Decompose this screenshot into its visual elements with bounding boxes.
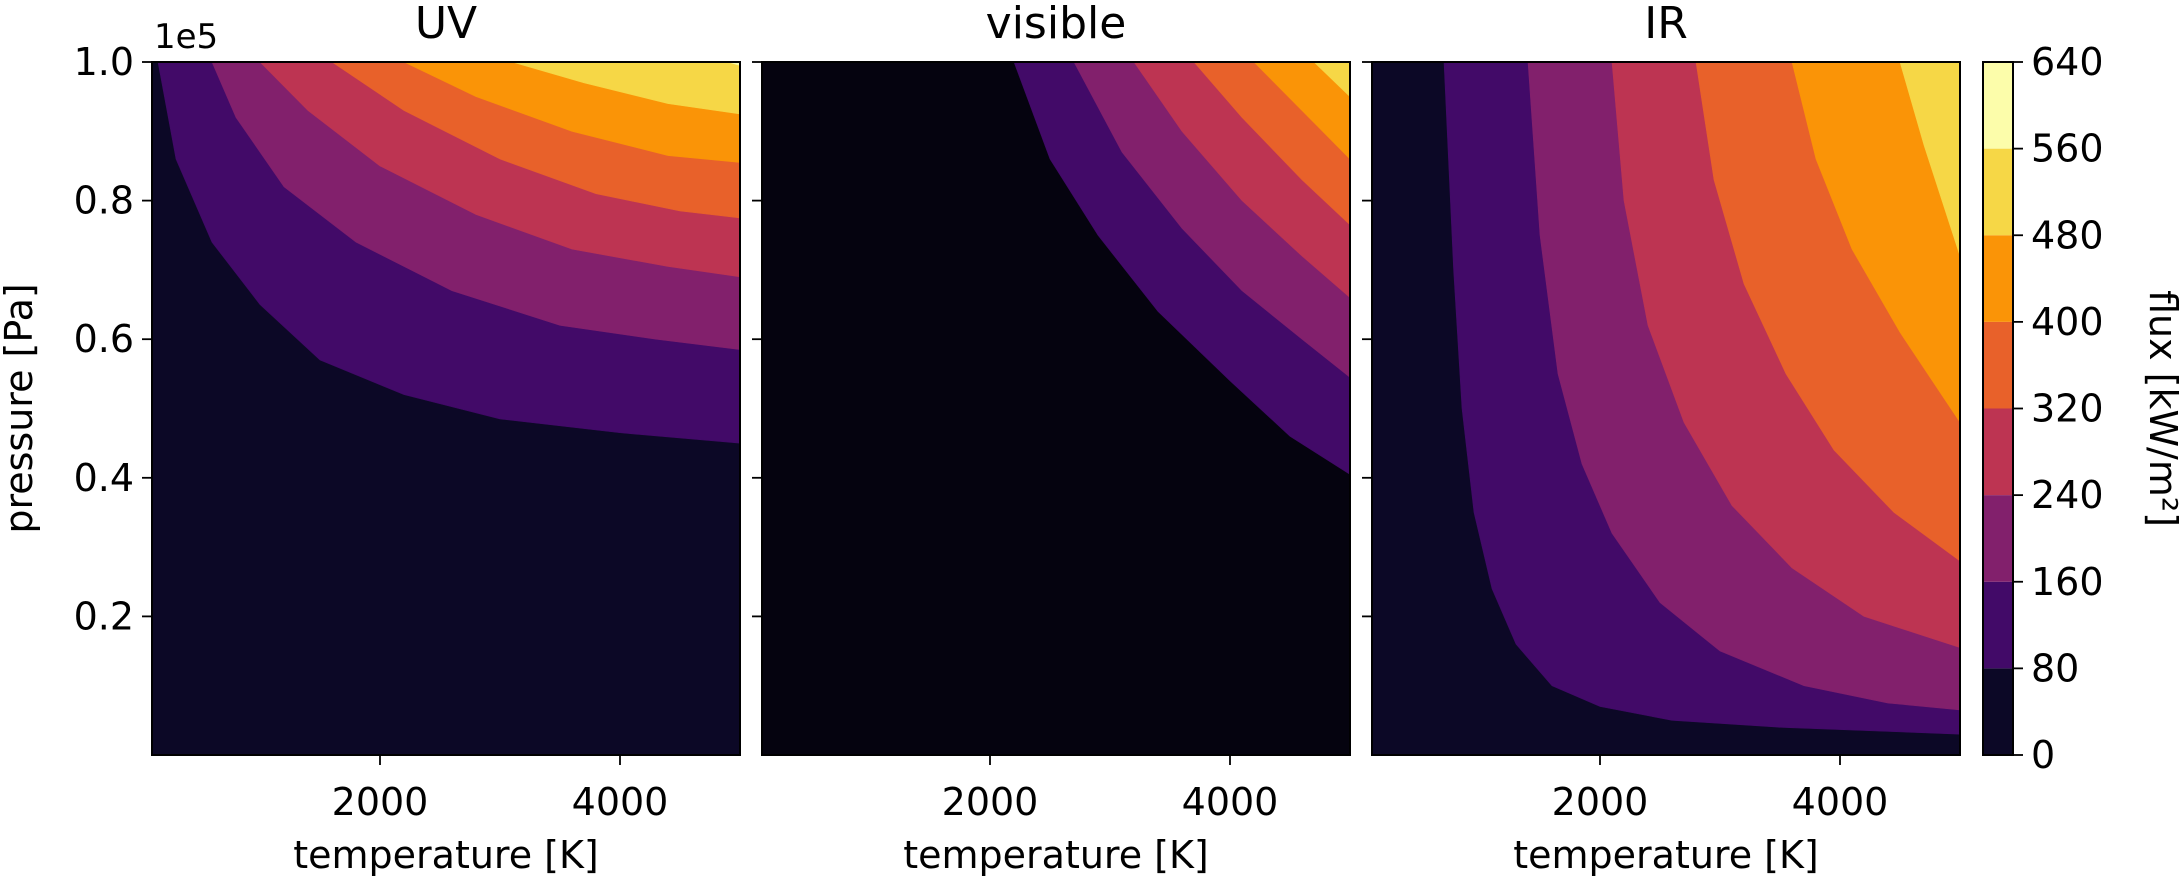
colorbar-segment	[1983, 235, 2013, 322]
x-tick-label: 4000	[1792, 780, 1889, 824]
axes-frame	[761, 61, 1351, 756]
colorbar-tick-label: 240	[2031, 473, 2104, 517]
y-tick-label: 0.4	[74, 456, 134, 500]
x-tick-label: 4000	[572, 780, 669, 824]
x-tick-label: 4000	[1182, 780, 1279, 824]
colorbar-tick-label: 640	[2031, 40, 2104, 84]
panel-title: UV	[415, 0, 477, 49]
y-tick-label: 0.2	[74, 594, 134, 638]
colorbar-segment	[1983, 581, 2013, 669]
x-tick-label: 2000	[1552, 780, 1649, 824]
colorbar-tick-label: 320	[2031, 387, 2104, 431]
panel-title: visible	[986, 0, 1127, 49]
y-axis-label: pressure [Pa]	[0, 283, 41, 533]
colorbar-segment	[1983, 495, 2013, 582]
y-tick-label: 1.0	[74, 40, 134, 84]
x-tick-label: 2000	[332, 780, 429, 824]
colorbar-segment	[1983, 668, 2013, 755]
x-axis-label: temperature [K]	[903, 833, 1209, 877]
axes-frame	[151, 61, 741, 756]
colorbar-segment	[1983, 62, 2013, 149]
contour-band-480	[1313, 62, 1350, 98]
panel-visible	[752, 61, 1351, 765]
x-axis-label: temperature [K]	[293, 833, 599, 877]
colorbar-segment	[1983, 321, 2013, 409]
contour-band-480	[1899, 62, 1960, 257]
colorbar-tick-label: 80	[2031, 646, 2079, 690]
colorbar-tick-label: 400	[2031, 300, 2104, 344]
colorbar-segment	[1983, 148, 2013, 236]
panel-IR	[1362, 61, 1961, 765]
y-tick-label: 0.8	[74, 179, 134, 223]
contour-band-480	[511, 62, 740, 115]
colorbar-tick-label: 560	[2031, 127, 2104, 171]
colorbar-tick-label: 0	[2031, 733, 2055, 777]
y-tick-label: 0.6	[74, 317, 134, 361]
colorbar-tick-label: 160	[2031, 560, 2104, 604]
x-tick-label: 2000	[942, 780, 1039, 824]
colorbar-label: flux [kW/m²]	[2141, 290, 2184, 527]
contour-band-400	[1791, 62, 1960, 423]
contour-band-400	[1253, 62, 1350, 160]
colorbar	[1982, 61, 2023, 756]
axes-frame	[1371, 61, 1961, 756]
panel-title: IR	[1644, 0, 1688, 49]
y-offset-label: 1e5	[154, 17, 218, 57]
colorbar-segment	[1983, 408, 2013, 496]
colorbar-tick-label: 480	[2031, 213, 2104, 257]
x-axis-label: temperature [K]	[1513, 833, 1819, 877]
panel-UV	[142, 61, 741, 765]
